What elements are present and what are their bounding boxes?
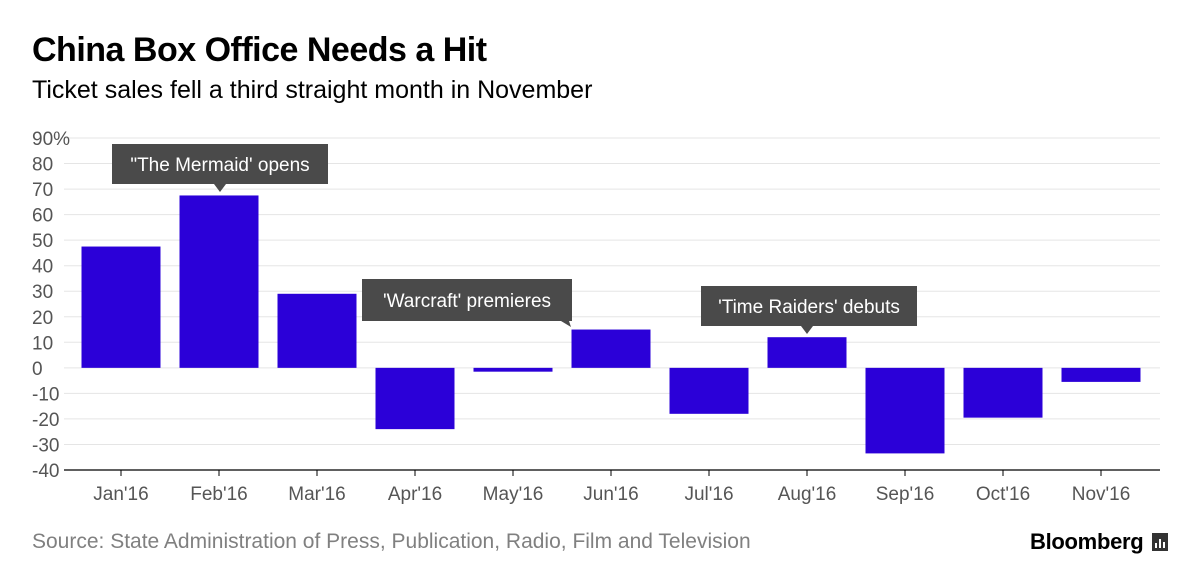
x-tick-label: Apr'16 [388, 484, 442, 505]
bar-Jul'16 [669, 367, 749, 414]
bar-Feb'16 [179, 195, 259, 368]
annotation-pointer [214, 184, 226, 192]
bar-Apr'16 [375, 367, 455, 430]
x-tick-label: Feb'16 [190, 484, 248, 505]
y-tick-label: 90% [32, 129, 70, 150]
y-tick-label: 50 [32, 231, 53, 252]
bar-Sep'16 [865, 367, 945, 454]
bar-Jan'16 [81, 246, 161, 368]
bar-Aug'16 [767, 337, 847, 368]
annotation-callout: "The Mermaid' opens [112, 144, 328, 192]
y-tick-label: -20 [32, 410, 59, 431]
x-tick-label: Jun'16 [583, 484, 638, 505]
bar-Mar'16 [277, 293, 357, 368]
annotation-label: 'Warcraft' premieres [383, 291, 551, 312]
y-tick-label: 0 [32, 359, 43, 380]
bar-Oct'16 [963, 367, 1043, 418]
y-tick-label: -30 [32, 435, 59, 456]
x-tick-label: Mar'16 [288, 484, 345, 505]
bar-Nov'16 [1061, 367, 1141, 382]
bloomberg-logo: Bloomberg [1030, 529, 1144, 554]
annotation-pointer [801, 326, 813, 334]
y-tick-label: 10 [32, 333, 53, 354]
y-tick-label: -10 [32, 384, 59, 405]
chart-title: China Box Office Needs a Hit [32, 31, 487, 69]
x-tick-label: Jul'16 [684, 484, 733, 505]
bloomberg-chart-icon [1152, 533, 1168, 551]
annotation-pointer [561, 321, 571, 327]
annotation-callout: 'Time Raiders' debuts [701, 286, 917, 334]
x-tick-label: Aug'16 [778, 484, 837, 505]
y-axis-tick-labels: 90% 80 70 60 50 40 30 20 10 0 -10 -20 -30 -40 [32, 129, 70, 482]
source-note: Source: State Administration of Press, P… [32, 530, 751, 553]
y-tick-label: -40 [32, 461, 59, 482]
y-tick-label: 80 [32, 155, 53, 176]
x-axis-tick-labels: Jan'16 Feb'16 Mar'16 Apr'16 May'16 Jun'16 Jul'… [93, 484, 1130, 505]
bar-Jun'16 [571, 329, 651, 368]
annotation-label: "The Mermaid' opens [130, 155, 309, 176]
bars [81, 195, 1141, 454]
annotation-box [701, 286, 917, 326]
annotation-label: 'Time Raiders' debuts [718, 297, 900, 318]
annotation-box [112, 144, 328, 184]
chart-subtitle: Ticket sales fell a third straight month… [32, 76, 593, 104]
y-tick-label: 70 [32, 180, 53, 201]
y-tick-label: 60 [32, 206, 53, 227]
annotation-box [362, 279, 572, 321]
x-tick-label: Nov'16 [1072, 484, 1131, 505]
annotations: "The Mermaid' opens 'Warcraft' premieres '… [112, 144, 917, 334]
x-tick-label: May'16 [483, 484, 544, 505]
x-tick-label: Oct'16 [976, 484, 1030, 505]
annotation-callout: 'Warcraft' premieres [362, 279, 572, 327]
x-tick-label: Jan'16 [93, 484, 148, 505]
y-tick-label: 20 [32, 308, 53, 329]
bar-May'16 [473, 367, 553, 372]
y-tick-label: 40 [32, 257, 53, 278]
y-tick-label: 30 [32, 282, 53, 303]
x-tick-label: Sep'16 [876, 484, 935, 505]
x-axis [64, 469, 1160, 476]
